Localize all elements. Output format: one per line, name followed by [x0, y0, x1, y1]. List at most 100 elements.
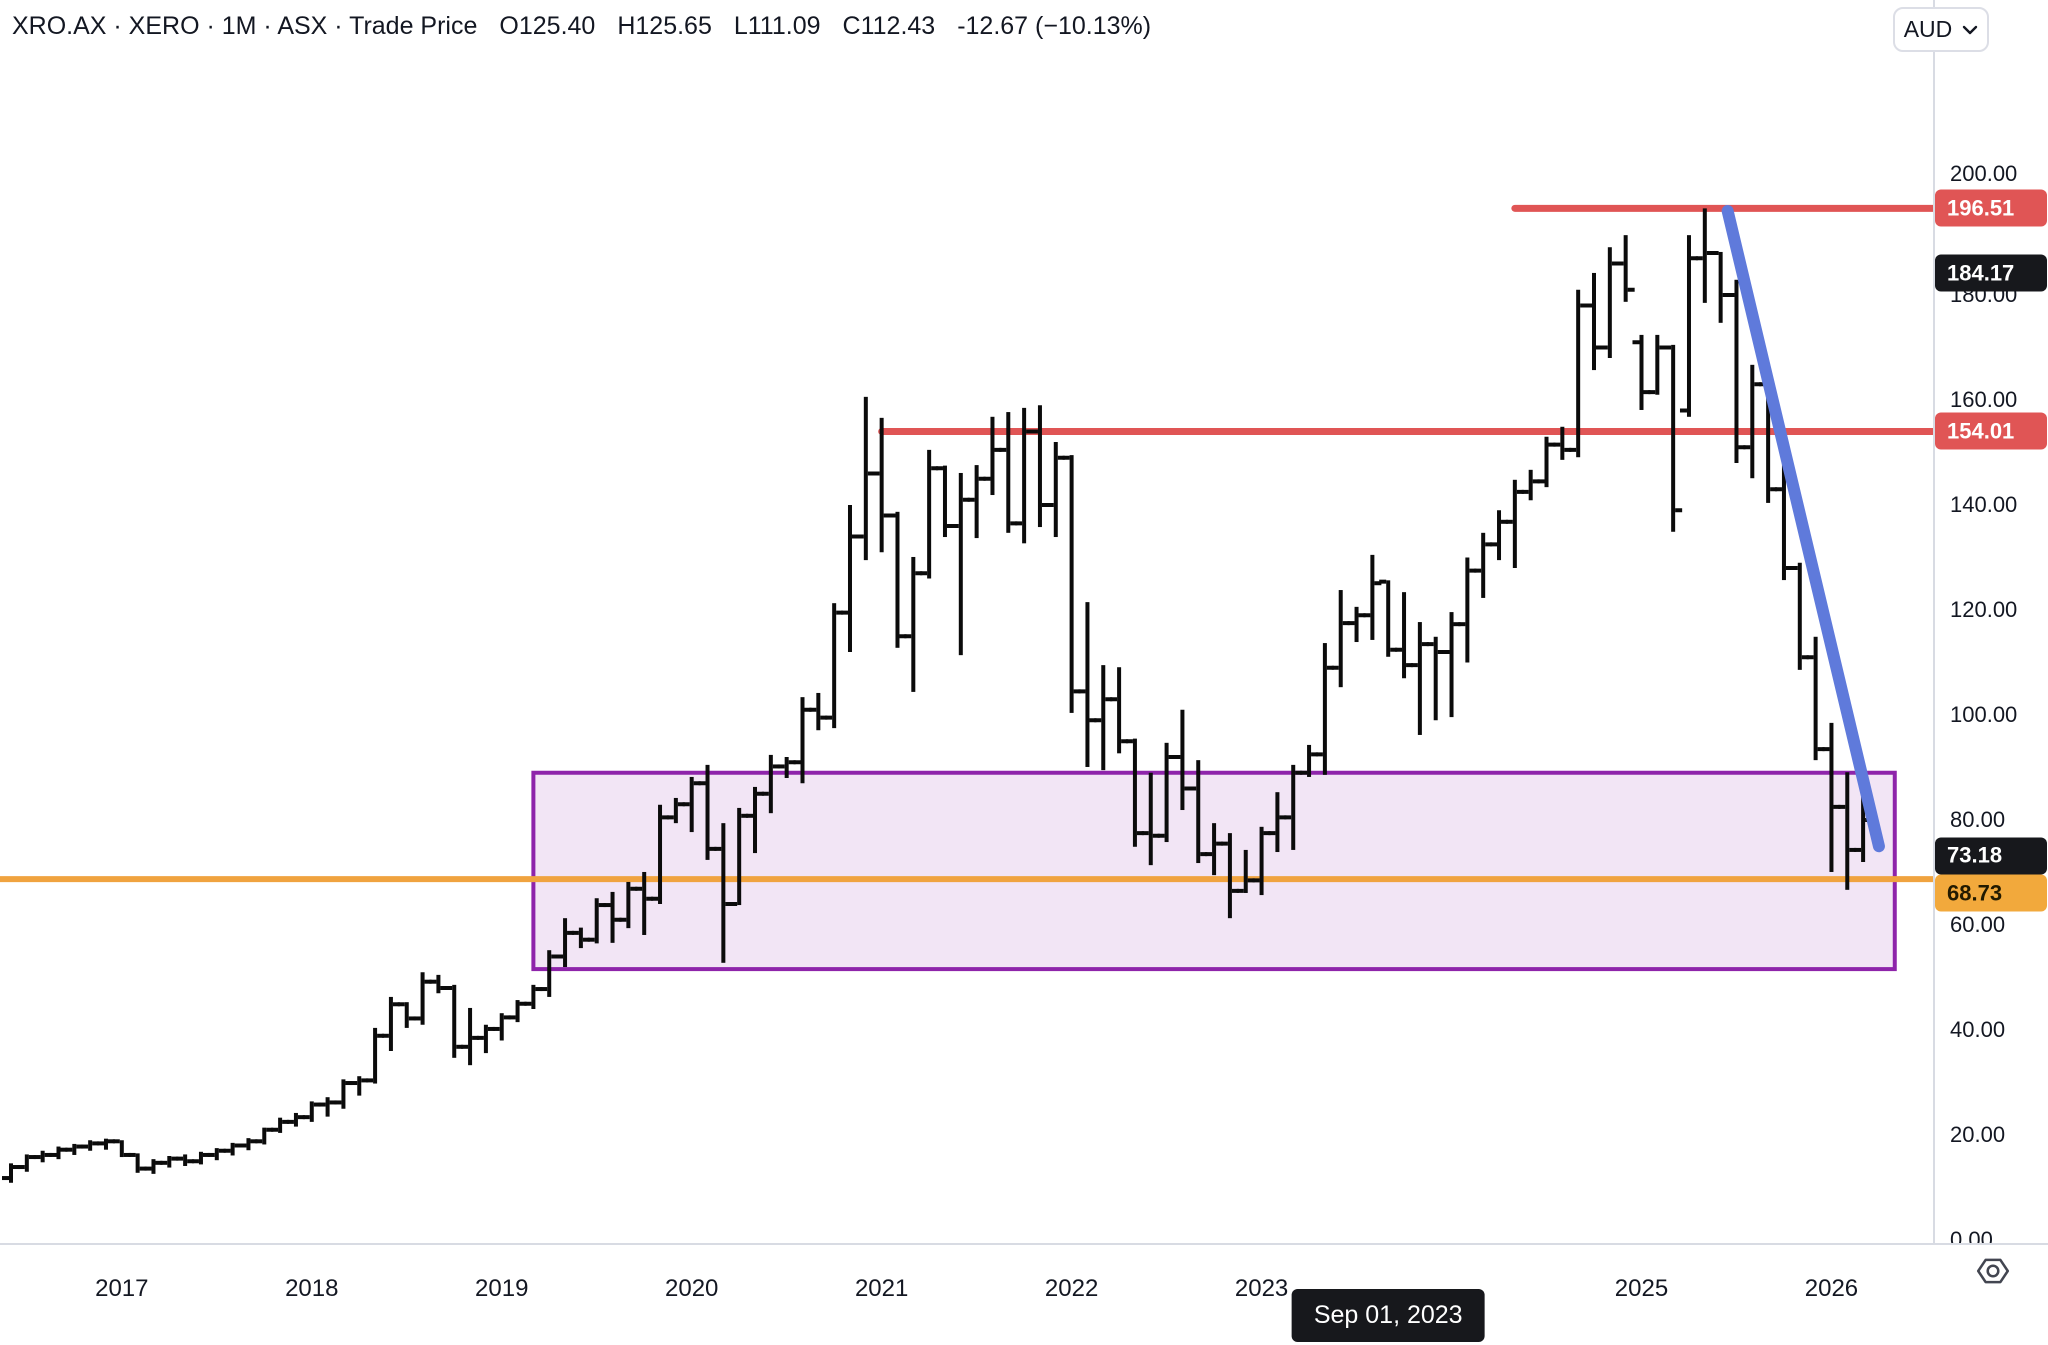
currency-selector-button[interactable]: AUD	[1893, 7, 1989, 52]
ohlc-close-tick	[440, 986, 448, 990]
ohlc-close-tick	[1279, 815, 1287, 820]
ohlc-close-tick	[662, 815, 670, 820]
ohlc-open-tick	[587, 937, 595, 942]
ohlc-open-tick	[1078, 689, 1086, 694]
ohlc-open-tick	[1537, 479, 1545, 484]
ohlc-open-tick	[1395, 647, 1403, 652]
ohlc-open-tick	[1141, 831, 1149, 836]
price-tick-label: 60.00	[1950, 912, 2006, 937]
ohlc-bar	[1164, 742, 1169, 843]
ohlc-low-value: L111.09	[733, 12, 821, 40]
ohlc-close-tick	[1311, 752, 1319, 757]
ohlc-bar	[1148, 772, 1153, 866]
ohlc-bar	[658, 804, 663, 904]
ohlc-bar	[1117, 667, 1122, 754]
ohlc-open-tick	[730, 902, 738, 906]
ohlc-open-tick	[1743, 445, 1751, 450]
ohlc-close-tick	[345, 1081, 353, 1086]
ohlc-bar	[214, 1148, 219, 1161]
price-axis[interactable]: 0.00 20.00 40.00 60.00 80.00 100.00 120.00 140.…	[1933, 0, 2048, 1252]
ohlc-bar	[911, 556, 916, 692]
ohlc-open-tick	[698, 781, 706, 786]
ohlc-close-tick	[931, 466, 939, 471]
ohlc-open-tick	[999, 447, 1007, 452]
ohlc-bar	[1338, 590, 1343, 688]
ohlc-open-tick	[413, 1016, 421, 1021]
trend-line-drawing[interactable]	[1721, 205, 1885, 853]
ohlc-bar	[1386, 580, 1391, 657]
ohlc-bar	[483, 1024, 488, 1054]
ohlc-open-tick	[840, 610, 848, 615]
ohlc-open-tick	[476, 1035, 484, 1040]
settings-gear-icon[interactable]	[1972, 1250, 2014, 1292]
ohlc-open-tick	[1474, 568, 1482, 573]
ohlc-close-tick	[1437, 650, 1445, 654]
ohlc-bar	[832, 603, 837, 729]
ohlc-bar	[373, 1027, 378, 1084]
ohlc-open-tick	[1458, 622, 1466, 627]
ohlc-close-tick	[487, 1026, 495, 1031]
ohlc-bar	[151, 1159, 156, 1174]
ohlc-bar	[1639, 334, 1644, 410]
ohlc-open-tick	[128, 1152, 136, 1157]
ohlc-close-tick	[234, 1143, 242, 1148]
ohlc-close-tick	[361, 1078, 369, 1083]
ohlc-close-tick	[836, 610, 844, 615]
ohlc-close-tick	[1421, 642, 1429, 647]
ohlc-bar	[1069, 455, 1074, 713]
ohlc-open-tick	[1521, 489, 1529, 494]
ohlc-bar	[863, 396, 868, 561]
ohlc-bar	[721, 823, 726, 963]
ohlc-close-tick	[1390, 647, 1398, 652]
price-badge-73.18: 73.18	[1935, 837, 2047, 875]
ohlc-close-tick	[915, 571, 923, 576]
ohlc-close-tick	[535, 987, 543, 992]
ohlc-open-tick	[350, 1081, 358, 1086]
ohlc-close-tick	[123, 1152, 131, 1157]
ohlc-bar	[309, 1101, 314, 1122]
ohlc-close-tick	[946, 524, 954, 528]
ohlc-bar	[1402, 592, 1407, 679]
ohlc-open-tick	[1189, 786, 1197, 791]
ohlc-open-tick	[856, 534, 864, 539]
ohlc-bar	[705, 764, 710, 860]
ohlc-close-tick	[1643, 390, 1651, 395]
ohlc-close-tick	[899, 634, 907, 639]
ohlc-open-tick	[1379, 579, 1387, 584]
ohlc-open-tick	[33, 1155, 41, 1160]
ohlc-bar	[357, 1076, 362, 1096]
ohlc-open-tick	[302, 1115, 310, 1120]
price-badge-196.51: 196.51	[1935, 189, 2047, 227]
ohlc-open-tick	[872, 471, 880, 476]
ohlc-open-tick	[112, 1139, 120, 1144]
ohlc-close-tick	[582, 937, 590, 942]
symbol-title[interactable]: XRO.AX · XERO · 1M · ASX · Trade Price	[12, 12, 478, 40]
price-badge-184.17: 184.17	[1935, 254, 2047, 292]
ohlc-close-tick	[1089, 718, 1097, 723]
ohlc-bar	[1433, 636, 1438, 721]
ohlc-open-tick	[81, 1144, 89, 1149]
price-tick-label: 40.00	[1950, 1017, 2006, 1042]
ohlc-close-tick	[1738, 445, 1746, 450]
ohlc-open-tick	[809, 707, 817, 712]
ohlc-high-value: H125.65	[617, 12, 712, 40]
ohlc-bar	[1291, 764, 1296, 850]
ohlc-open-tick	[1220, 841, 1228, 846]
ohlc-bar	[1101, 665, 1106, 771]
ohlc-bar	[1259, 826, 1264, 896]
ohlc-open-tick	[1490, 542, 1498, 547]
time-axis[interactable]: Sep 01, 2023 2017 2018 2019 2020 2021 2022 202…	[0, 1243, 2048, 1345]
ohlc-open-tick	[334, 1100, 342, 1105]
ohlc-close-tick	[614, 917, 622, 922]
ohlc-close-tick	[630, 886, 638, 891]
ohlc-bar	[1797, 562, 1802, 670]
ohlc-bar	[1449, 612, 1454, 718]
ohlc-open-tick	[1268, 831, 1276, 836]
ohlc-close-tick	[408, 1016, 416, 1021]
ohlc-bar	[737, 807, 742, 906]
ohlc-open-tick	[1252, 878, 1260, 883]
ohlc-close-tick	[1406, 663, 1414, 668]
ohlc-bar	[1655, 334, 1660, 395]
ohlc-bar	[420, 972, 425, 1025]
